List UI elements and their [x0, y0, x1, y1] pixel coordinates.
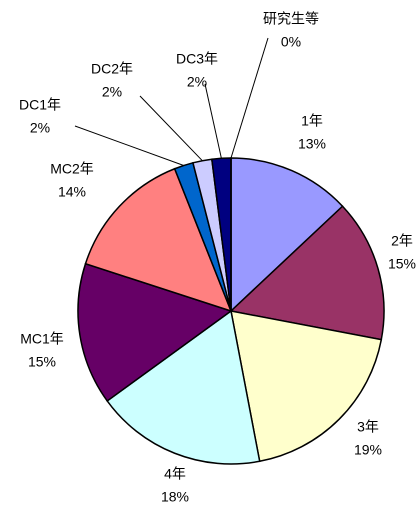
pie-slice [229, 205, 385, 341]
slice-value-label: 19% [354, 442, 382, 458]
slice-value-label: 15% [28, 354, 56, 370]
slice-value-label: 13% [298, 136, 326, 152]
slice-label: 4年 [164, 466, 186, 482]
slice-label: MC2年 [50, 161, 94, 177]
slice-label: DC3年 [176, 51, 218, 67]
slice-value-label: 18% [161, 489, 189, 505]
pie-slice [230, 310, 383, 463]
slice-label: DC2年 [91, 61, 133, 77]
slice-value-label: 2% [187, 74, 207, 90]
pie-slice [230, 157, 344, 313]
slice-value-label: 2% [102, 84, 122, 100]
slice-label: 2年 [391, 233, 413, 249]
slice-value-label: 15% [388, 256, 416, 272]
pie-slice [106, 309, 261, 465]
slice-label: 3年 [357, 419, 379, 435]
slice-label: 研究生等 [263, 11, 319, 27]
slice-label: MC1年 [20, 331, 64, 347]
leader-line [74, 125, 184, 166]
pie-slice [77, 262, 233, 402]
leader-line [204, 83, 222, 159]
slice-label: 1年 [301, 113, 323, 129]
slice-label: DC1年 [19, 97, 61, 113]
slice-value-label: 0% [281, 34, 301, 50]
slice-value-label: 2% [30, 120, 50, 136]
pie-slice [84, 167, 233, 313]
slice-value-label: 14% [58, 184, 86, 200]
leader-line [139, 95, 203, 162]
leader-line [230, 37, 269, 159]
